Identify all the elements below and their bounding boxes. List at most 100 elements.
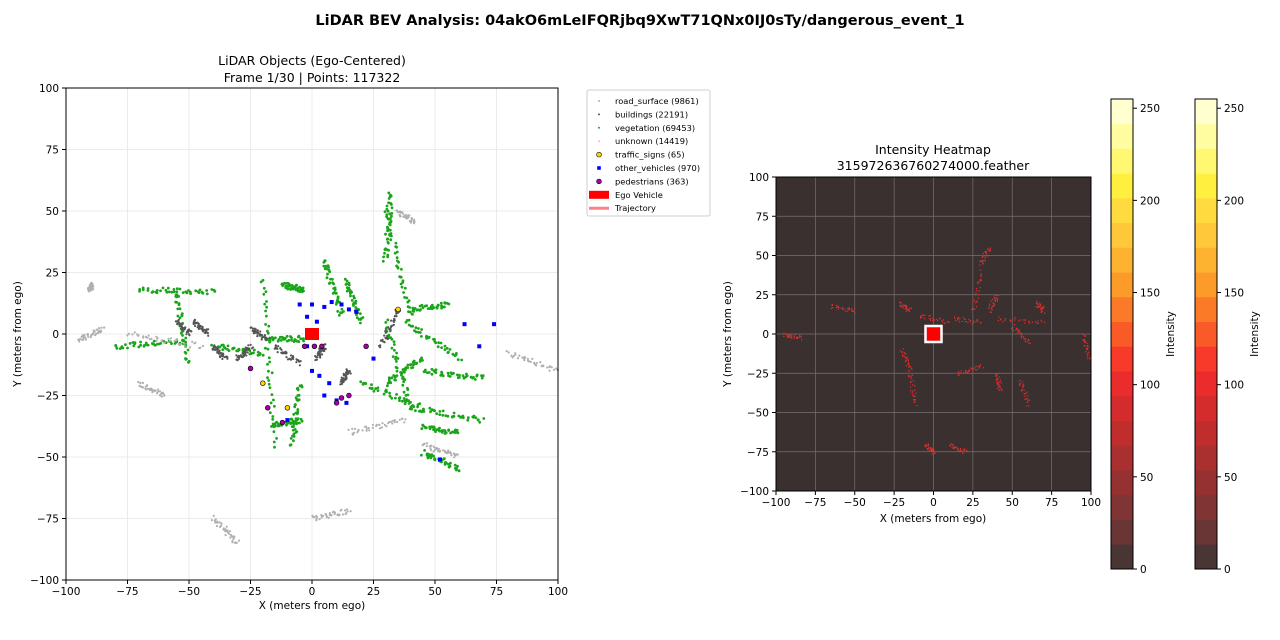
intensity-point [785,333,787,335]
vegetation-point [226,344,230,348]
intensity-point [998,389,1000,391]
road_surface-point [137,380,140,384]
road_surface-point [99,329,102,332]
buildings-point [201,330,204,333]
vegetation-point [205,289,209,292]
vegetation-point [289,437,293,440]
vegetation-point [267,324,271,328]
road_surface-point [437,447,440,450]
tick-label-y: 75 [46,145,59,157]
vegetation-point [418,331,422,334]
vegetation-point [386,255,390,259]
colorbar-tick-label: 200 [1140,195,1160,207]
road_surface-point [229,536,232,539]
road_surface-point [413,221,416,224]
heatmap-marks [783,247,1091,455]
intensity-point [1019,332,1021,334]
buildings-point [340,376,343,379]
vegetation-point [139,343,143,347]
road_surface-point [516,357,520,360]
vegetation-point [399,282,403,286]
buildings-point [196,326,199,329]
vegetation-point [143,344,146,347]
intensity-point [1022,319,1024,321]
vegetation-point [392,340,396,344]
vegetation-point [414,326,418,329]
road_surface-point [84,336,87,339]
vegetation-point [414,409,417,413]
vegetation-point [161,286,165,290]
intensity-point [922,314,924,316]
tick-label-y: 100 [39,83,59,95]
buildings-point [235,358,238,361]
vegetation-point [429,410,432,414]
road_surface-point [371,426,374,429]
vegetation-point [401,399,404,403]
intensity-point [850,310,853,312]
legend-label: pedestrians (363) [615,176,689,186]
road_surface-point [100,326,103,329]
road_surface-point [430,444,433,447]
intensity-point [913,398,915,401]
tick-label-y: −75 [37,514,59,526]
road_surface-point [151,391,154,394]
vegetation-point [301,287,305,290]
intensity-point [1015,327,1018,329]
intensity-point [971,368,973,370]
vegetation-point [433,338,436,341]
intensity-point [903,355,905,358]
colorbar-band [1111,470,1133,496]
vegetation-point [287,338,291,342]
vegetation-point [194,289,198,293]
vegetation-point [267,382,271,386]
intensity-point [909,366,911,368]
road_surface-point [396,420,399,424]
road_surface-point [232,537,235,540]
vegetation-point [354,299,358,303]
vegetation-point [361,316,365,319]
vegetation-point [139,340,143,344]
tick-label-x: −100 [52,586,81,598]
intensity-point [961,450,963,452]
vegetation-point [402,390,406,394]
intensity-point [1043,307,1045,309]
intensity-point [927,444,930,446]
buildings-point [386,337,389,341]
scatter-subtitle: Frame 1/30 | Points: 117322 [224,70,401,85]
vegetation-point [390,212,394,215]
vegetation-point [275,437,278,440]
intensity-point [1012,330,1015,332]
road_surface-point [378,427,382,430]
intensity-point [790,336,792,338]
intensity-point [928,446,930,448]
vegetation-point [300,384,303,387]
intensity-point [980,280,982,282]
intensity-point [913,395,915,397]
intensity-point [991,309,993,311]
buildings-point [185,333,188,336]
vegetation-point [120,345,124,349]
intensity-point [788,336,790,339]
vegetation-point [258,352,262,355]
colorbar-tick-label: 200 [1224,195,1244,207]
vegetation-point [210,343,214,347]
pedestrians-point [338,395,345,401]
road_surface-point [158,390,162,393]
road_surface-point [231,541,234,544]
vegetation-point [184,357,188,361]
intensity-point [964,318,966,320]
intensity-point [930,449,933,451]
intensity-point [902,348,905,350]
buildings-point [180,326,184,329]
vegetation-point [178,316,182,320]
intensity-point [1021,389,1023,391]
intensity-point [791,335,793,337]
intensity-point [1081,333,1084,335]
intensity-point [1018,330,1020,332]
intensity-point [995,375,997,377]
vegetation-point [352,304,355,307]
buildings-point [322,349,325,352]
vegetation-point [296,386,300,390]
intensity-point [1019,383,1021,385]
buildings-point [178,324,181,327]
